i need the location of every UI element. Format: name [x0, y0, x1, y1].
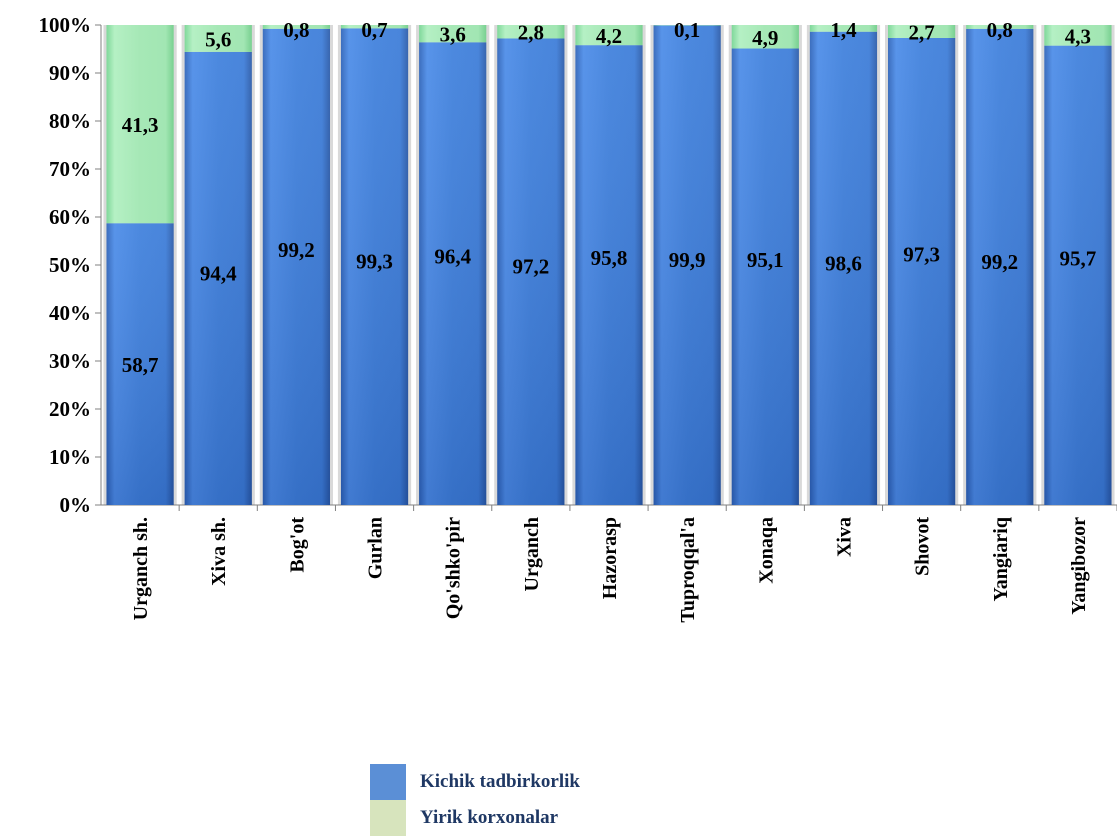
data-label-kichik: 97,2: [512, 255, 549, 279]
bar-yirik: [340, 25, 409, 29]
bar-yirik: [262, 25, 330, 29]
x-tick-label: Xiva: [833, 517, 855, 557]
data-label-yirik: 41,3: [122, 113, 159, 137]
bar-yirik: [419, 25, 487, 43]
bar-yirik: [497, 25, 565, 39]
data-label-kichik: 95,7: [1060, 246, 1097, 270]
bar-kichik-shade: [106, 223, 174, 506]
data-label-kichik: 58,7: [122, 353, 159, 377]
x-tick-label: Gurlan: [365, 517, 387, 579]
bar-yirik: [888, 25, 956, 38]
bar-yirik: [966, 25, 1034, 29]
data-label-yirik: 0,8: [283, 18, 309, 42]
bar-yirik: [809, 25, 878, 32]
bar-kichik-shade: [497, 38, 565, 505]
bar-kichik-shade: [575, 45, 643, 505]
data-label-yirik: 2,8: [518, 21, 544, 45]
x-tick-label: Bog'ot: [286, 517, 308, 573]
bar-kichik-shade: [653, 25, 721, 505]
x-tick-label: Qo'shko'pir: [443, 517, 465, 619]
x-tick-label: Urganch sh.: [130, 517, 152, 620]
bar-kichik-shade: [419, 42, 487, 505]
x-tick-label: Yangiariq: [990, 517, 1012, 601]
data-label-yirik: 1,4: [830, 18, 857, 42]
legend-item-kichik: Kichik tadbirkorlik: [370, 764, 580, 800]
y-tick-label: 20%: [49, 397, 91, 421]
data-label-kichik: 95,1: [747, 248, 784, 272]
data-label-kichik: 99,3: [356, 250, 393, 274]
data-label-yirik: 0,7: [361, 18, 387, 42]
data-label-kichik: 99,2: [278, 238, 315, 262]
data-label-yirik: 4,9: [752, 26, 778, 50]
data-label-yirik: 4,3: [1065, 24, 1091, 48]
y-tick-label: 10%: [49, 445, 91, 469]
data-label-kichik: 98,6: [825, 251, 862, 275]
bar-kichik-shade: [731, 48, 799, 506]
y-tick-label: 80%: [49, 109, 91, 133]
bar-kichik-shade: [340, 28, 409, 506]
y-tick-label: 60%: [49, 205, 91, 229]
x-tick-label: Tuproqqal'a: [677, 517, 699, 623]
bar-kichik-shade: [1044, 45, 1112, 505]
bar-kichik-shade: [966, 28, 1034, 506]
y-tick-label: 100%: [39, 13, 92, 37]
bar-yirik: [184, 25, 252, 52]
bar-kichik-shade: [809, 31, 878, 505]
data-label-yirik: 0,1: [674, 18, 700, 42]
data-label-yirik: 3,6: [440, 23, 466, 47]
y-tick-label: 70%: [49, 157, 91, 181]
bar-yirik: [575, 25, 643, 46]
data-label-yirik: 5,6: [205, 27, 231, 51]
legend-label-yirik: Yirik korxonalar: [420, 807, 559, 828]
bar-kichik-shade: [184, 51, 252, 505]
data-label-kichik: 94,4: [200, 261, 237, 285]
bar-yirik: [1044, 25, 1112, 46]
y-tick-label: 90%: [49, 61, 91, 85]
x-tick-label: Urganch: [521, 517, 543, 591]
data-label-yirik: 4,2: [596, 24, 622, 48]
data-label-kichik: 95,8: [591, 246, 628, 270]
bar-kichik-shade: [888, 37, 956, 506]
data-label-kichik: 99,2: [981, 250, 1018, 274]
data-label-yirik: 0,8: [987, 18, 1013, 42]
data-label-kichik: 97,3: [903, 242, 940, 266]
y-tick-label: 0%: [60, 493, 92, 517]
x-tick-label: Xiva sh.: [208, 517, 230, 586]
x-tick-label: Yangibozor: [1068, 517, 1090, 615]
legend-label-kichik: Kichik tadbirkorlik: [420, 771, 580, 792]
legend-swatch-yirik: [370, 800, 406, 836]
bar-kichik-shade: [262, 28, 330, 506]
legend: Kichik tadbirkorlik Yirik korxonalar: [370, 764, 580, 836]
data-label-kichik: 96,4: [434, 245, 471, 269]
x-tick-label: Shovot: [912, 517, 934, 576]
x-tick-label: Xonaqa: [755, 517, 777, 584]
bar-yirik: [731, 25, 799, 49]
data-label-yirik: 2,7: [908, 20, 934, 44]
x-tick-label: Hazorasp: [599, 517, 621, 599]
y-tick-label: 40%: [49, 301, 91, 325]
legend-swatch-kichik: [370, 764, 406, 800]
bar-yirik: [106, 25, 174, 224]
legend-item-yirik: Yirik korxonalar: [370, 800, 580, 836]
y-tick-label: 50%: [49, 253, 91, 277]
y-tick-label: 30%: [49, 349, 91, 373]
stacked-bar-chart: 0% 10% 20% 30% 40% 50% 60% 70% 80% 90% 100% 58,7 41,…: [39, 13, 1117, 623]
data-label-kichik: 99,9: [669, 248, 706, 272]
